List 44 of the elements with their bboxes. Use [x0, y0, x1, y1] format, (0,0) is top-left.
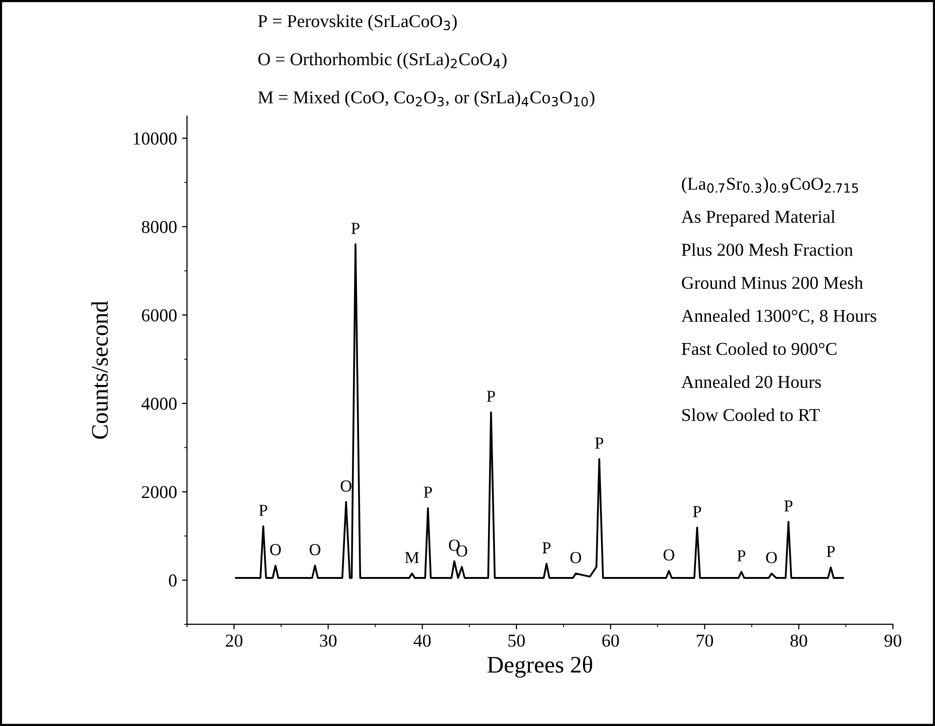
- annotation: P: [692, 506, 702, 518]
- annotation: Ground Minus 200 Mesh: [682, 276, 863, 289]
- annotation: Plus 200 Mesh Fraction: [682, 243, 853, 256]
- annotation: P: [424, 486, 432, 498]
- annotation: O: [766, 552, 777, 564]
- annotation: O: [340, 480, 352, 492]
- annotation: P: [784, 500, 792, 512]
- annotation: O: [310, 544, 320, 556]
- annotation: P: [351, 222, 360, 234]
- annotation: P: [259, 504, 268, 516]
- y-tick-label: 6000: [142, 309, 177, 322]
- annotation: P: [737, 550, 746, 562]
- y-axis-title: Counts/second: [91, 301, 108, 439]
- annotation: P: [486, 390, 495, 402]
- annotation: As Prepared Material: [681, 210, 836, 227]
- x-axis-title: Degrees 2θ: [487, 656, 592, 678]
- text: O = Orthorhombic ((SrLa)$_{2}$CoO$_{4}$): [258, 52, 507, 70]
- annotation: M: [405, 552, 419, 564]
- annotation: P: [595, 438, 604, 449]
- annotation: P: [542, 542, 551, 554]
- y-tick-label: 2000: [142, 486, 177, 498]
- y-tick-label: 0: [168, 574, 177, 587]
- y-tick-label: 4000: [142, 398, 177, 410]
- x-tick-label: 70: [696, 634, 714, 647]
- x-tick-label: 90: [884, 634, 902, 647]
- text: P = Perovskite (SrLaCoO$_{3}$): [258, 14, 457, 31]
- y-tick-label: 8000: [142, 220, 177, 234]
- x-tick-label: 40: [414, 634, 431, 647]
- annotation: O: [664, 549, 674, 561]
- x-tick-label: 20: [226, 634, 242, 647]
- annotation: O: [570, 552, 582, 564]
- x-tick-label: 50: [508, 634, 525, 647]
- annotation: Annealed 20 Hours: [681, 375, 821, 388]
- annotation: Annealed 1300°C, 8 Hours: [681, 309, 876, 325]
- x-tick-label: 30: [320, 634, 337, 647]
- annotation: Fast Cooled to 900°C: [682, 342, 836, 356]
- annotation: P: [826, 546, 835, 557]
- text: M = Mixed (CoO, Co$_{2}$O$_{3}$, or (SrLa)$_{4}$Co$_{3}$O$_{10}$): [258, 90, 594, 108]
- x-tick-label: 80: [790, 634, 808, 647]
- x-tick-label: 60: [602, 634, 619, 647]
- annotation: O: [270, 544, 281, 556]
- annotation: Slow Cooled to RT: [682, 408, 820, 422]
- annotation: (La$_{0.7}$Sr$_{0.3}$)$_{0.9}$CoO$_{2.715}$: [682, 177, 858, 194]
- y-tick-label: 10000: [134, 132, 177, 145]
